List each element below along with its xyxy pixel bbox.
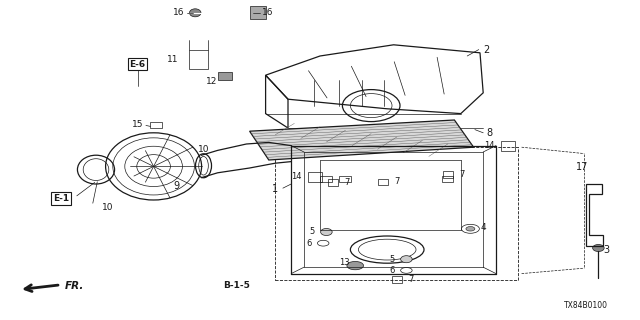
Text: 1: 1 (272, 184, 278, 194)
Bar (378, 179, 388, 185)
Text: 7: 7 (408, 275, 413, 284)
Text: FR.: FR. (65, 281, 84, 291)
Bar (275, 147, 518, 280)
Ellipse shape (189, 9, 201, 17)
Text: E-1: E-1 (52, 194, 69, 203)
Text: 3: 3 (604, 245, 610, 255)
Ellipse shape (401, 256, 412, 263)
Text: 11: 11 (167, 55, 179, 64)
Text: 15: 15 (132, 120, 143, 129)
Text: 10: 10 (102, 203, 113, 212)
Bar (218, 72, 232, 80)
Text: 5: 5 (310, 228, 315, 236)
Bar (392, 276, 402, 283)
Bar (320, 176, 332, 182)
Bar (308, 172, 322, 182)
Text: 7: 7 (460, 170, 465, 179)
Text: 14: 14 (291, 172, 301, 181)
Text: 16: 16 (173, 8, 185, 17)
Bar (442, 176, 453, 182)
Circle shape (347, 261, 364, 270)
Text: 13: 13 (339, 258, 349, 267)
Bar (250, 6, 266, 19)
Polygon shape (250, 120, 474, 160)
Text: 10: 10 (198, 145, 209, 154)
Ellipse shape (593, 244, 604, 252)
Text: 14: 14 (484, 141, 495, 150)
Text: 2: 2 (483, 44, 490, 55)
Text: 5: 5 (390, 255, 395, 264)
Text: 6: 6 (390, 266, 395, 275)
Text: E-6: E-6 (129, 60, 146, 68)
Bar (443, 171, 453, 178)
Text: 7: 7 (344, 178, 349, 187)
Text: 7: 7 (394, 177, 399, 186)
Text: 9: 9 (173, 180, 179, 191)
Text: 4: 4 (481, 223, 486, 232)
Text: 16: 16 (262, 8, 273, 17)
Bar (328, 179, 338, 186)
Bar (501, 141, 515, 151)
Text: 12: 12 (205, 77, 217, 86)
Text: B-1-5: B-1-5 (223, 281, 250, 290)
Bar (150, 122, 162, 128)
Bar (339, 176, 351, 182)
Text: TX84B0100: TX84B0100 (564, 301, 607, 310)
Circle shape (466, 227, 475, 231)
Text: 6: 6 (307, 239, 312, 248)
Text: 8: 8 (486, 128, 493, 138)
Text: 17: 17 (576, 162, 589, 172)
Ellipse shape (321, 228, 332, 236)
